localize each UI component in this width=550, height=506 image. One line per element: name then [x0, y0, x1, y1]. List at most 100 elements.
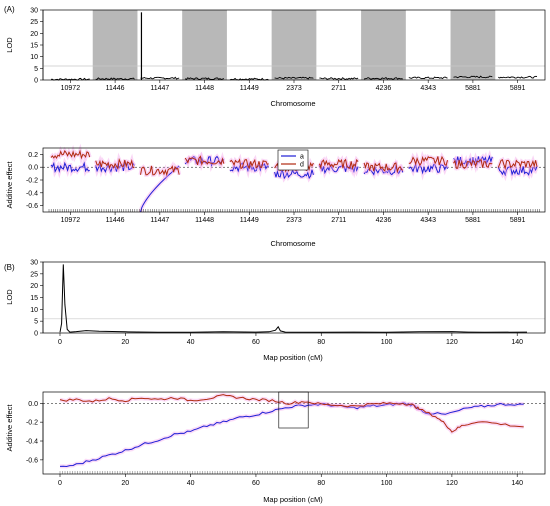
a-bottom-xlabel: Chromosome — [270, 239, 315, 248]
b-top-ytick-label: 10 — [30, 307, 38, 314]
effect-line-d-11448 — [184, 155, 225, 167]
a-bot-ytick-label: 0.0 — [28, 165, 38, 172]
effect-line-d-11447 — [140, 165, 180, 177]
effect-line-a-4343 — [408, 162, 448, 175]
b-top-xlabel: Map position (cM) — [263, 353, 323, 362]
b-bot-frame — [42, 391, 546, 475]
a-top-xtick-label: 2711 — [331, 85, 346, 92]
a-bot-xtick-label: 4343 — [420, 217, 436, 224]
b-bot-xtick-label: 60 — [252, 480, 260, 487]
b-bot-ytick-label: -0.4 — [26, 439, 38, 446]
effect-line-d-4343 — [408, 155, 448, 167]
a-top-ytick-label: 5 — [34, 66, 38, 73]
a-top-xtick-label: 5891 — [510, 85, 526, 92]
a-top-xtick-label: 2373 — [286, 85, 302, 92]
effect-line-a-10972 — [50, 161, 90, 174]
effect-line-d — [59, 394, 524, 433]
b-bot-xtick-label: 100 — [381, 480, 393, 487]
lod-line-11447 — [140, 76, 180, 80]
b-top-xtick-label: 0 — [58, 339, 62, 346]
b-bot-xtick-label: 80 — [317, 480, 325, 487]
a-top-ytick-label: 10 — [30, 54, 38, 61]
effect-line-d-10972 — [50, 149, 91, 160]
lod-line-5881 — [453, 75, 493, 79]
a-bot-xtick-label: 2711 — [331, 217, 346, 224]
a-top-ytick-label: 30 — [30, 8, 38, 15]
b-bottom-ylabel: Additive effect — [5, 404, 14, 452]
a-bot-ytick-label: -0.2 — [26, 178, 38, 185]
b-bot-ytick-label: 0.0 — [28, 401, 38, 408]
a-top-xlabel: Chromosome — [270, 99, 315, 108]
a-bot-xtick-label: 4236 — [376, 217, 392, 224]
effect-line-d-4236 — [363, 162, 404, 174]
b-top-ytick-label: 0 — [34, 331, 38, 338]
panel-label-b: (B) — [4, 263, 15, 272]
b-bot-ytick-label: -0.6 — [26, 457, 38, 464]
lod-line-2711 — [319, 77, 359, 81]
lod-line-11448 — [184, 77, 225, 80]
effect-line-a-2373 — [274, 168, 314, 180]
lod-line-4236 — [363, 77, 403, 80]
shade-band — [92, 10, 138, 80]
b-top-ytick-label: 15 — [30, 295, 38, 302]
effect-line-d-11446 — [95, 157, 135, 170]
a-top-ytick-label: 20 — [30, 31, 38, 38]
a-top-ylabel: LOD — [5, 37, 14, 53]
a-top-frame — [42, 9, 546, 81]
a-bot-xtick-label: 2373 — [286, 217, 302, 224]
effect-line-a-5881 — [453, 154, 493, 167]
effect-line-d-5891 — [497, 158, 538, 171]
lod-line — [59, 264, 528, 333]
a-bot-xtick-label: 11448 — [195, 217, 214, 224]
b-top-frame — [42, 261, 546, 334]
a-bottom-ylabel: Additive effect — [5, 161, 14, 209]
b-top-ytick-label: 30 — [30, 260, 38, 267]
a-top-xtick-label: 10972 — [61, 85, 81, 92]
b-top-xtick-label: 120 — [446, 339, 458, 346]
a-bot-ytick-label: -0.4 — [26, 190, 38, 197]
legend-box — [277, 149, 309, 171]
a-top-ytick-label: 25 — [30, 19, 38, 26]
lod-line-5891 — [498, 75, 538, 79]
legend-label-a: a — [300, 154, 304, 161]
b-top-ylabel: LOD — [5, 289, 14, 305]
a-bot-xtick-label: 10972 — [61, 217, 81, 224]
lod-line-2373 — [274, 76, 314, 80]
b-top-xtick-label: 60 — [252, 339, 260, 346]
a-top-xtick-label: 11446 — [106, 85, 125, 92]
a-top-ytick-label: 15 — [30, 43, 38, 50]
b-bot-xtick-label: 20 — [121, 480, 129, 487]
a-top-ytick-label: 0 — [34, 78, 38, 85]
effect-line-d-2711 — [318, 158, 359, 171]
effect-line-a-2711 — [318, 163, 359, 175]
shade-band — [450, 10, 496, 80]
a-bot-ytick-label: -0.6 — [26, 203, 38, 210]
b-top-xtick-label: 40 — [187, 339, 195, 346]
effect-line-a-11446 — [95, 161, 135, 173]
a-bot-xtick-label: 11447 — [150, 217, 169, 224]
panel-label-a: (A) — [4, 5, 15, 14]
b-top-xtick-label: 140 — [511, 339, 523, 346]
effect-line-a-11447 — [140, 165, 180, 213]
a-bot-xtick-label: 5881 — [465, 217, 481, 224]
chart-layer: 0 5 10 15 20 25 30 10972 11446 11447 11448 11449 237… — [26, 8, 546, 487]
shade-band — [182, 10, 227, 80]
a-bot-ytick-label: 0.2 — [28, 152, 38, 159]
effect-line-a-5891 — [497, 166, 538, 177]
a-top-xtick-label: 4236 — [376, 85, 392, 92]
b-bot-ytick-label: -0.2 — [26, 420, 38, 427]
a-bot-xtick-label: 11449 — [240, 217, 259, 224]
b-top-xtick-label: 80 — [317, 339, 325, 346]
effect-line-a — [59, 402, 524, 468]
a-top-xtick-label: 5881 — [465, 85, 481, 92]
b-top-xtick-label: 100 — [381, 339, 393, 346]
a-bot-xtick-label: 11446 — [106, 217, 125, 224]
a-top-xtick-label: 11448 — [195, 85, 214, 92]
b-top-xtick-label: 20 — [121, 339, 129, 346]
a-top-xtick-label: 11447 — [150, 85, 169, 92]
b-bot-xtick-label: 140 — [511, 480, 523, 487]
b-bottom-xlabel: Map position (cM) — [263, 495, 323, 504]
b-bot-xtick-label: 120 — [446, 480, 458, 487]
a-bot-xtick-label: 5891 — [510, 217, 526, 224]
a-top-xtick-label: 4343 — [420, 85, 436, 92]
